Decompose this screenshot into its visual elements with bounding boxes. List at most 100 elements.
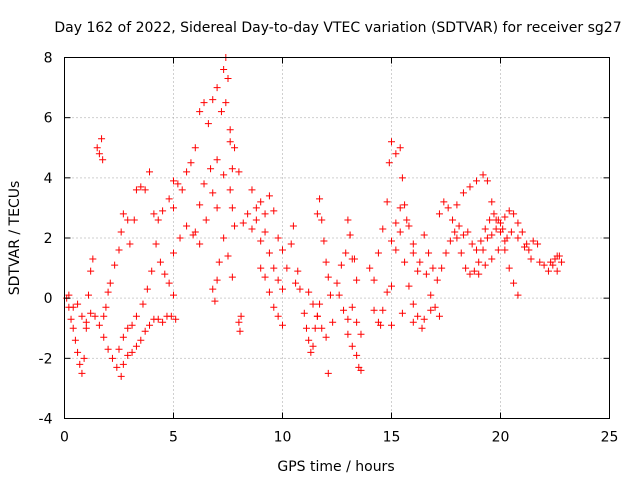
data-point	[357, 366, 365, 374]
data-point	[200, 180, 208, 188]
data-point	[82, 324, 90, 332]
data-point	[488, 231, 496, 239]
data-point	[279, 285, 286, 293]
data-point	[248, 186, 256, 194]
data-point	[215, 258, 223, 266]
data-point	[82, 318, 90, 326]
data-point	[558, 258, 566, 266]
data-point	[165, 195, 173, 203]
data-point	[449, 216, 457, 224]
data-point	[494, 216, 502, 224]
data-point	[265, 192, 273, 200]
data-point	[475, 270, 483, 278]
data-point	[213, 84, 221, 92]
data-point	[540, 261, 548, 269]
data-point	[204, 120, 212, 128]
data-point	[74, 300, 82, 308]
data-point	[156, 258, 164, 266]
data-point	[553, 267, 561, 275]
data-point	[518, 228, 526, 236]
data-point	[427, 306, 435, 314]
data-point	[69, 324, 77, 332]
data-point	[388, 237, 395, 245]
data-point	[213, 276, 221, 284]
data-point	[132, 312, 140, 320]
data-point	[544, 267, 552, 275]
data-point	[196, 201, 204, 209]
data-point	[353, 351, 361, 359]
data-point	[172, 315, 180, 323]
data-point	[444, 204, 452, 212]
data-point	[501, 246, 509, 254]
data-point	[324, 273, 332, 281]
y-tick-label: 0	[44, 291, 53, 307]
data-point	[392, 150, 400, 158]
data-point	[379, 306, 387, 314]
data-point	[244, 210, 252, 218]
data-point	[141, 327, 149, 335]
data-point	[108, 354, 116, 362]
x-tick-label: 0	[60, 430, 69, 446]
data-point	[100, 333, 108, 341]
data-point	[392, 219, 400, 227]
data-point	[74, 348, 82, 356]
data-point	[161, 270, 169, 278]
data-point	[398, 309, 406, 317]
y-tick-label: 6	[44, 111, 53, 127]
data-point	[464, 228, 472, 236]
x-tick-label: 20	[492, 430, 510, 446]
data-point	[457, 249, 465, 257]
data-point	[353, 276, 361, 284]
data-point	[257, 237, 265, 245]
data-point	[442, 249, 450, 257]
data-point	[71, 336, 79, 344]
data-point	[119, 360, 127, 368]
data-point	[146, 321, 154, 329]
data-point	[320, 237, 328, 245]
data-point	[261, 210, 269, 218]
data-point	[353, 318, 361, 326]
data-point	[425, 249, 433, 257]
data-point	[507, 228, 515, 236]
data-point	[329, 318, 337, 326]
data-point	[146, 168, 154, 176]
data-point	[154, 315, 162, 323]
data-point	[340, 306, 348, 314]
data-point	[270, 207, 278, 215]
data-point	[237, 312, 245, 320]
data-point	[302, 324, 310, 332]
data-points	[63, 54, 566, 380]
data-point	[196, 240, 204, 248]
data-point	[65, 291, 73, 299]
data-point	[422, 270, 430, 278]
data-point	[292, 279, 300, 287]
data-point	[209, 189, 217, 197]
data-point	[178, 186, 186, 194]
data-point	[483, 177, 491, 185]
data-point	[547, 258, 555, 266]
data-point	[167, 312, 175, 320]
data-point	[183, 168, 191, 176]
data-point	[344, 330, 352, 338]
y-tick-label: 8	[44, 51, 53, 67]
data-point	[231, 222, 239, 230]
data-point	[102, 303, 110, 311]
data-point	[78, 312, 86, 320]
data-point	[252, 216, 260, 224]
data-point	[148, 267, 156, 275]
data-point	[377, 321, 385, 329]
data-point	[466, 270, 474, 278]
data-point	[305, 336, 313, 344]
data-point	[388, 138, 395, 146]
data-point	[222, 99, 230, 107]
data-point	[311, 324, 319, 332]
data-point	[313, 210, 321, 218]
data-point	[104, 288, 112, 296]
y-tick-label: 4	[44, 171, 53, 187]
data-point	[405, 282, 413, 290]
data-point	[132, 186, 140, 194]
data-point	[84, 291, 92, 299]
data-point	[113, 363, 121, 371]
data-point	[348, 255, 356, 263]
data-point	[494, 246, 502, 254]
